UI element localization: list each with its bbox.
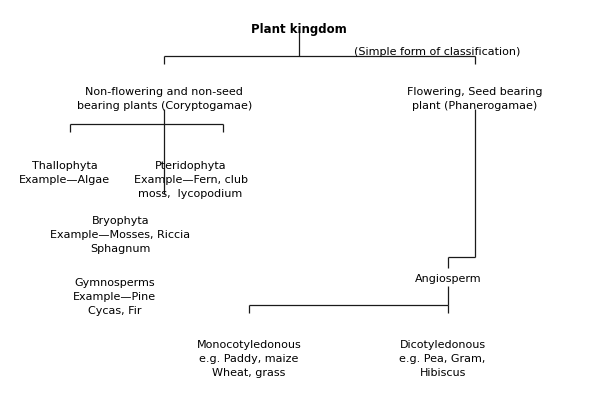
Text: (Simple form of classification): (Simple form of classification) [353,47,520,58]
Text: Flowering, Seed bearing
plant (Phanerogamae): Flowering, Seed bearing plant (Phaneroga… [407,87,542,110]
Text: Gymnosperms
Example—Pine
Cycas, Fir: Gymnosperms Example—Pine Cycas, Fir [73,278,156,316]
Text: Plant kingdom: Plant kingdom [251,23,347,36]
Text: Thallophyta
Example—Algae: Thallophyta Example—Algae [19,160,110,185]
Text: Pteridophyta
Example—Fern, club
moss,  lycopodium: Pteridophyta Example—Fern, club moss, ly… [133,160,248,199]
Text: Non-flowering and non-seed
bearing plants (Coryptogamae): Non-flowering and non-seed bearing plant… [77,87,252,110]
Text: Monocotyledonous
e.g. Paddy, maize
Wheat, grass: Monocotyledonous e.g. Paddy, maize Wheat… [197,340,301,378]
Text: Bryophyta
Example—Mosses, Riccia
Sphagnum: Bryophyta Example—Mosses, Riccia Sphagnu… [50,216,190,254]
Text: Angiosperm: Angiosperm [415,274,482,284]
Text: Dicotyledonous
e.g. Pea, Gram,
Hibiscus: Dicotyledonous e.g. Pea, Gram, Hibiscus [399,340,486,378]
